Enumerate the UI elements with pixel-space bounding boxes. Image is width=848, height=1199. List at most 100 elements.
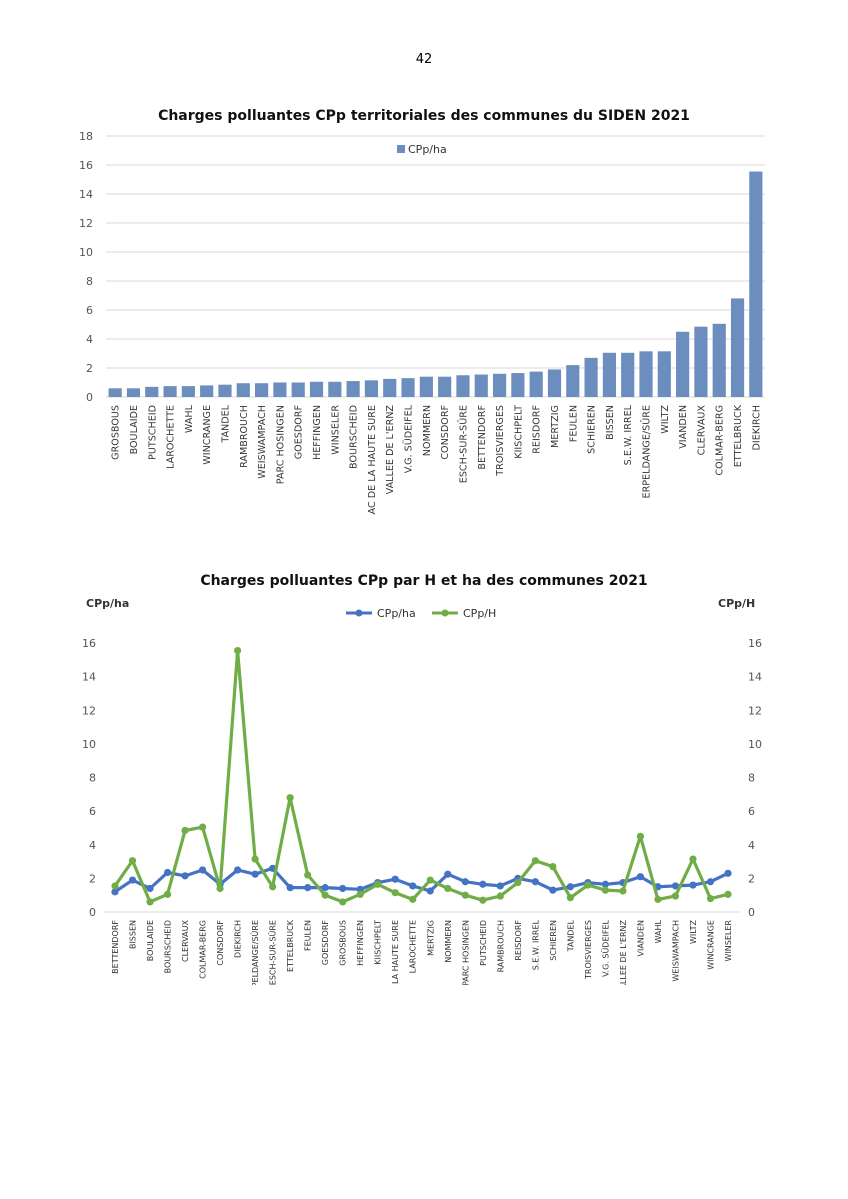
data-point: [339, 884, 347, 893]
y-tick-label: 14: [79, 188, 93, 201]
x-tick-label: WILTZ: [660, 405, 671, 434]
data-point: [181, 826, 189, 835]
data-point: [356, 890, 364, 898]
data-point: [706, 878, 715, 886]
x-tick-label: WILTZ: [689, 919, 698, 944]
x-tick-label: CONSDORF: [216, 920, 225, 966]
x-tick-label: VIANDEN: [636, 920, 645, 957]
bar: [602, 352, 616, 397]
x-tick-label: NOMMERN: [444, 920, 453, 963]
data-point: [706, 894, 715, 903]
bar: [438, 376, 452, 397]
bar: [657, 351, 671, 397]
x-tick-label: ERPELDANGE/SÛRE: [640, 405, 653, 498]
data-point: [496, 892, 504, 900]
x-tick-label: BOURSCHEID: [164, 920, 173, 973]
line-chart: Charges polluantes CPp par H et ha des c…: [82, 573, 762, 985]
data-point: [269, 883, 277, 891]
x-tick-label: HEFFINGEN: [312, 405, 323, 460]
y-tick-label-right: 12: [748, 704, 762, 717]
x-tick-label: RAMBROUCH: [496, 920, 505, 972]
x-tick-label: TROISVIERGES: [495, 405, 506, 477]
data-point: [339, 898, 347, 906]
chart-title: Charges polluantes CPp territoriales des…: [158, 108, 690, 124]
bar: [730, 298, 745, 397]
bar: [218, 384, 232, 397]
x-tick-label: BOULAIDE: [146, 920, 155, 961]
y-tick-label-left: 16: [82, 637, 96, 650]
x-tick-label: HEFFINGEN: [356, 920, 365, 966]
data-point: [601, 880, 610, 888]
bar: [749, 171, 763, 397]
y-tick-label-left: 4: [89, 839, 96, 852]
x-tick-label: S.E.W. IRREL: [531, 919, 540, 970]
data-point: [391, 889, 399, 897]
data-point: [689, 881, 697, 889]
x-tick-label: WINCRANGE: [706, 920, 715, 970]
bar: [200, 385, 214, 397]
x-tick-label: FEULEN: [568, 405, 579, 442]
data-point: [111, 882, 119, 890]
bar: [566, 365, 580, 397]
y-axis-right-label: CPp/H: [718, 597, 755, 610]
bar: [108, 388, 122, 397]
x-tick-label: ESCH-SUR-SÛRE: [456, 405, 469, 483]
data-point: [163, 890, 172, 898]
bar: [676, 331, 690, 397]
bar: [346, 381, 360, 397]
bar: [163, 386, 177, 397]
bar: [584, 357, 598, 397]
x-tick-label: BETTENDORF: [111, 920, 120, 974]
data-point: [426, 887, 434, 895]
x-tick-label: DIEKIRCH: [234, 920, 243, 958]
data-point: [444, 884, 452, 893]
page-number: 42: [415, 52, 433, 67]
x-tick-label: MERTZIG: [426, 920, 435, 956]
bar: [547, 369, 562, 397]
bar: [529, 371, 543, 397]
data-point: [128, 876, 137, 884]
bar: [291, 382, 305, 397]
x-tick-label: COLMAR-BERG: [715, 405, 726, 476]
data-point: [146, 898, 154, 906]
x-tick-label: TROISVIERGES: [584, 920, 593, 980]
data-point: [356, 885, 364, 893]
legend-swatch: [397, 145, 405, 153]
data-point: [374, 880, 382, 888]
x-tick-label: KIISCHPELT: [374, 920, 383, 965]
y-tick-label-right: 6: [748, 805, 755, 818]
y-tick-label: 6: [86, 304, 93, 317]
data-point: [724, 869, 732, 877]
x-tick-label: S.E.W. IRREL: [623, 404, 634, 465]
data-point: [163, 868, 172, 877]
x-tick-label: LAROCHETTE: [409, 920, 418, 973]
series-lines: [111, 646, 732, 906]
x-tick-label: COLMAR-BERG: [199, 920, 208, 979]
x-tick-label: GROSBOUS: [339, 920, 348, 966]
data-point: [461, 891, 469, 899]
bar: [621, 352, 635, 397]
data-point: [566, 883, 574, 891]
x-tick-label: TANDEL: [220, 404, 231, 443]
legend-marker-cpp-ha: [355, 609, 363, 617]
data-point: [321, 891, 329, 899]
bar-chart: Charges polluantes CPp territoriales des…: [79, 108, 765, 515]
x-tick-label: BISSEN: [605, 405, 616, 440]
bar: [181, 386, 195, 397]
y-tick-label-left: 8: [89, 772, 96, 785]
data-point: [234, 646, 242, 655]
x-tick-label: BISSEN: [129, 920, 138, 949]
data-point: [601, 886, 610, 894]
data-point: [461, 878, 469, 886]
bar: [474, 374, 488, 397]
series-line: [113, 648, 729, 904]
y-axis: 0 2 4 6 8 10 12 14 16 18: [79, 130, 93, 404]
data-point: [304, 871, 312, 879]
x-tick-label: CONSDORF: [440, 405, 451, 460]
data-point: [724, 890, 732, 898]
data-point: [479, 880, 487, 888]
x-tick-label: CLERVAUX: [181, 919, 190, 962]
y-tick-label-right: 10: [748, 738, 762, 751]
data-point: [531, 878, 539, 886]
x-tick-label: DIEKIRCH: [751, 405, 762, 451]
